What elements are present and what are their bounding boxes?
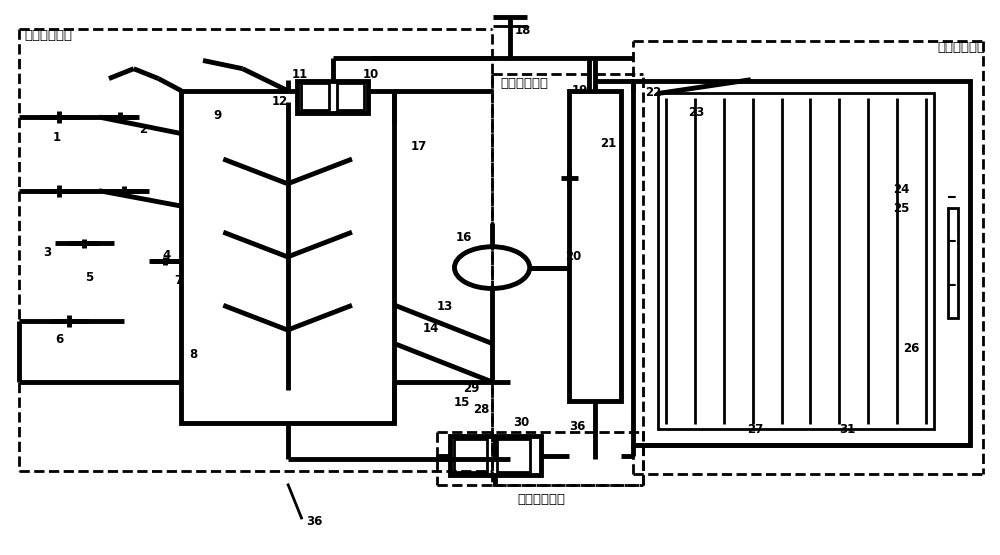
Text: 36: 36	[569, 421, 585, 433]
Text: 28: 28	[473, 403, 489, 416]
Text: 16: 16	[456, 231, 473, 244]
Text: 21: 21	[600, 137, 616, 150]
Bar	[181, 90, 394, 423]
Text: 18: 18	[515, 24, 531, 37]
Text: 5: 5	[85, 271, 93, 284]
Text: 11: 11	[292, 68, 308, 80]
Text: 温度控制系统: 温度控制系统	[518, 493, 566, 506]
Text: 17: 17	[411, 140, 427, 153]
Text: 7: 7	[174, 274, 182, 287]
Bar	[297, 81, 368, 113]
Text: 20: 20	[565, 250, 581, 263]
Bar	[301, 83, 329, 110]
Text: 31: 31	[839, 423, 856, 436]
Text: 3: 3	[44, 246, 52, 259]
Text: 22: 22	[645, 87, 662, 99]
Text: 15: 15	[453, 396, 470, 409]
Text: 29: 29	[463, 382, 479, 395]
Bar	[948, 208, 958, 317]
Text: 4: 4	[162, 249, 170, 262]
Text: 19: 19	[572, 84, 588, 97]
Text: 6: 6	[55, 332, 64, 346]
Text: 12: 12	[272, 95, 288, 108]
Text: 1: 1	[52, 131, 61, 144]
Text: 26: 26	[903, 342, 919, 355]
Bar	[454, 439, 487, 472]
Text: 搜拌溶解系统: 搜拌溶解系统	[25, 29, 73, 42]
Text: 27: 27	[747, 423, 764, 436]
Bar	[633, 81, 970, 445]
Text: 2: 2	[140, 123, 148, 135]
Bar	[569, 90, 621, 401]
Text: 14: 14	[423, 321, 439, 335]
Bar	[337, 83, 364, 110]
Bar	[450, 436, 541, 475]
Text: 36: 36	[307, 515, 323, 528]
Text: 8: 8	[189, 348, 197, 361]
Text: 动力补唇系统: 动力补唇系统	[500, 77, 548, 90]
Text: 30: 30	[514, 416, 530, 429]
Text: 快速溶解系统: 快速溶解系统	[937, 41, 985, 54]
Text: 23: 23	[688, 106, 704, 119]
Bar	[658, 93, 934, 428]
Bar	[497, 439, 530, 472]
Text: 10: 10	[363, 68, 379, 80]
Text: 13: 13	[436, 300, 453, 312]
Text: 25: 25	[893, 203, 909, 215]
Text: 9: 9	[214, 109, 222, 122]
Text: 24: 24	[893, 183, 909, 196]
